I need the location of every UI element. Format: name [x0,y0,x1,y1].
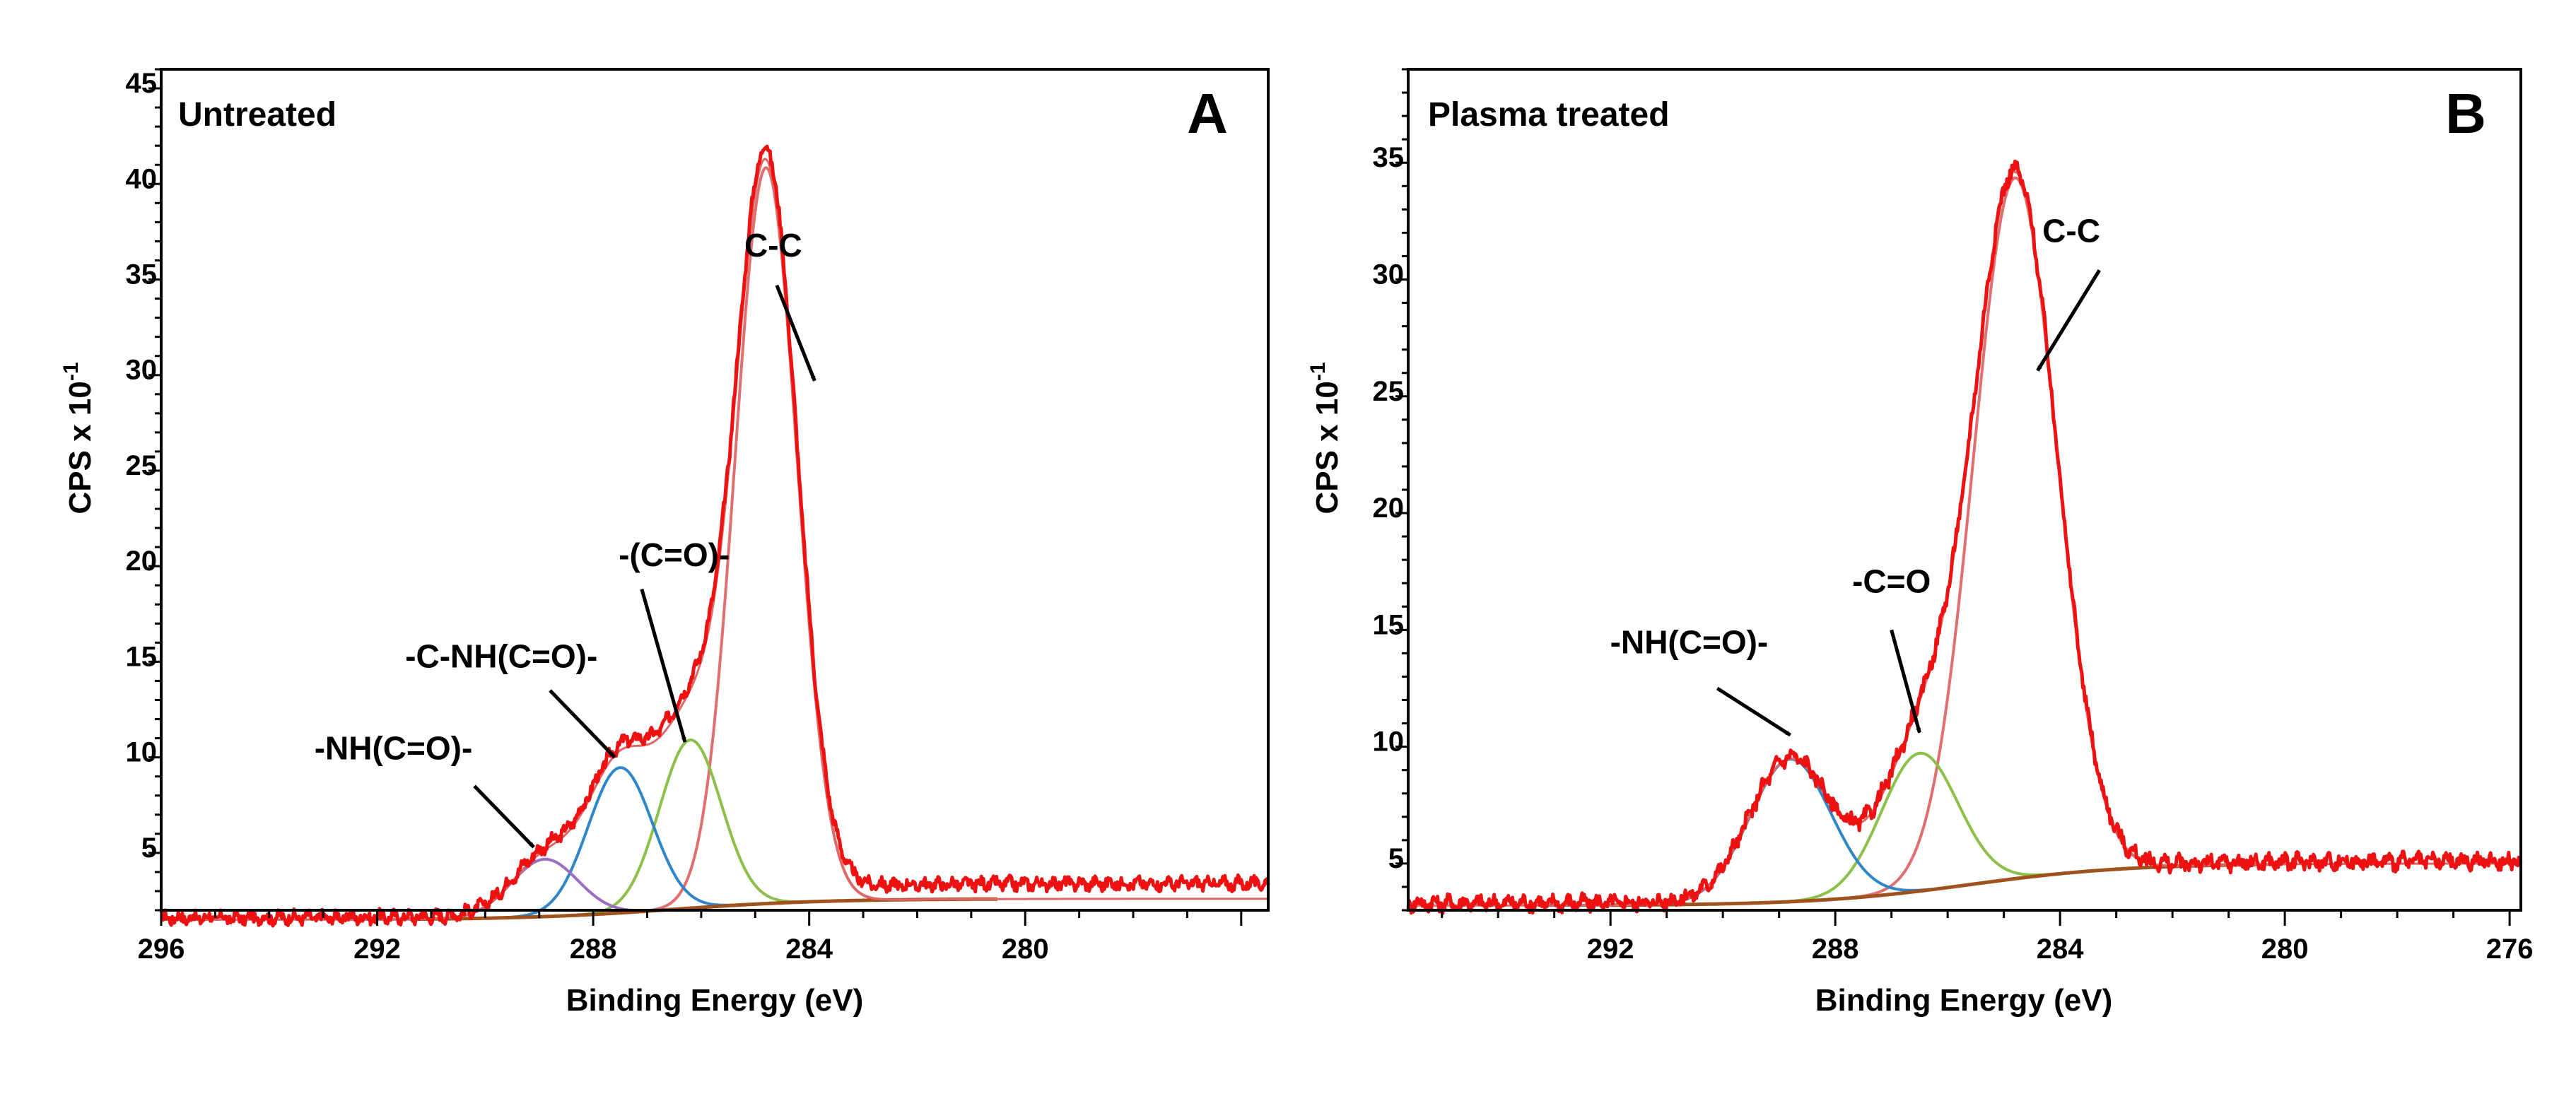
y-tick-label-25: 25 [1373,376,1405,407]
annotation-c-nh-c-o-untreated: -C-NH(C=O)- [405,638,597,675]
x-tick-label-296: 296 [138,934,185,965]
y-tick-label-35: 35 [1373,142,1405,173]
y-axis-label-plasma-treated: CPS x 10-1 [1306,362,1345,514]
y-tick-label-35: 35 [126,259,158,290]
x-axis-label-untreated: Binding Energy (eV) [566,983,863,1018]
arrow-nh-c-o-untreated [473,784,535,849]
curves-untreated [159,144,1270,928]
y-tick-label-15: 15 [1373,609,1405,640]
measured-spectrum-untreated [159,144,1270,928]
y-tick-label-20: 20 [1373,493,1405,524]
arrow-c-c-untreated [775,284,816,382]
annotation-c-c-plasma-treated: C-C [2042,213,2100,249]
annotation-nh-c-o-plasma-treated: -NH(C=O)- [1610,623,1769,660]
panel-label-plasma-treated: Plasma treated [1428,96,1670,134]
y-tick-label-10: 10 [126,737,158,768]
y-tick-label-5: 5 [1388,843,1404,874]
x-axis-label-plasma-treated: Binding Energy (eV) [1815,983,2112,1018]
x-tick-label-280: 280 [1002,934,1049,965]
measured-spectrum-plasma-treated [1406,159,2523,915]
panel-untreated: C-C -(C=O)- -C-NH(C=O)- -NH(C=O)- 5 10 15 20 25… [59,68,1270,1018]
arrow-c-o-untreated [640,588,687,743]
background-line-plasma-treated [1610,862,2256,907]
annotation-c-o-untreated: -(C=O)- [619,536,730,573]
y-tick-label-40: 40 [126,163,158,194]
annotation-c-c-untreated: C-C [744,227,802,264]
x-tick-label-276: 276 [2486,934,2534,965]
arrow-c-nh-c-o-untreated [549,689,616,759]
arrow-c-c-plasma-treated [2036,269,2101,372]
annotations-plasma-treated: C-C -C=O -NH(C=O)- [1610,213,2101,737]
y-tick-label-25: 25 [126,450,158,481]
x-ticks-untreated: 296 292 288 284 280 [138,910,1243,965]
x-tick-label-288: 288 [1812,934,1859,965]
y-tick-label-20: 20 [126,546,158,577]
arrow-nh-c-o-plasma-treated [1716,686,1791,737]
x-ticks-plasma-treated: 292 288 284 280 276 [1441,910,2534,965]
y-tick-label-10: 10 [1373,726,1405,758]
y-ticks-untreated: 5 10 15 20 25 30 35 40 45 [126,68,161,912]
x-tick-label-292: 292 [1587,934,1634,965]
y-axis-label-untreated: CPS x 10-1 [59,362,98,514]
annotation-c-o-plasma-treated: -C=O [1852,563,1931,599]
peak-c-c-plasma-treated [1760,176,2271,905]
peak-c-o-plasma-treated [1686,751,2153,906]
peak-nh-c-o-plasma-treated [1542,758,2039,907]
x-tick-label-280: 280 [2261,934,2309,965]
x-tick-label-292: 292 [353,934,401,965]
curves-plasma-treated [1406,159,2523,915]
y-tick-label-15: 15 [126,641,158,672]
y-tick-label-30: 30 [126,355,158,386]
y-tick-label-30: 30 [1373,259,1405,290]
panel-letter-b: B [2445,82,2486,145]
y-ticks-plasma-treated: 5 10 15 20 25 30 35 [1373,68,1408,912]
annotation-nh-c-o-untreated: -NH(C=O)- [315,729,473,766]
panel-letter-a: A [1187,82,1228,145]
x-tick-label-284: 284 [785,934,833,965]
arrow-c-o-plasma-treated [1890,629,1921,734]
y-tick-label-45: 45 [126,68,158,99]
y-tick-label-5: 5 [141,833,157,864]
panel-label-untreated: Untreated [178,96,336,134]
panel-plasma-treated: C-C -C=O -NH(C=O)- 5 10 15 20 25 30 35 292 288 284… [1306,68,2534,1018]
x-tick-label-284: 284 [2037,934,2084,965]
peak-c-nh-c-o-untreated [423,766,816,921]
annotations-untreated: C-C -(C=O)- -C-NH(C=O)- -NH(C=O)- [315,227,816,849]
x-tick-label-288: 288 [570,934,617,965]
